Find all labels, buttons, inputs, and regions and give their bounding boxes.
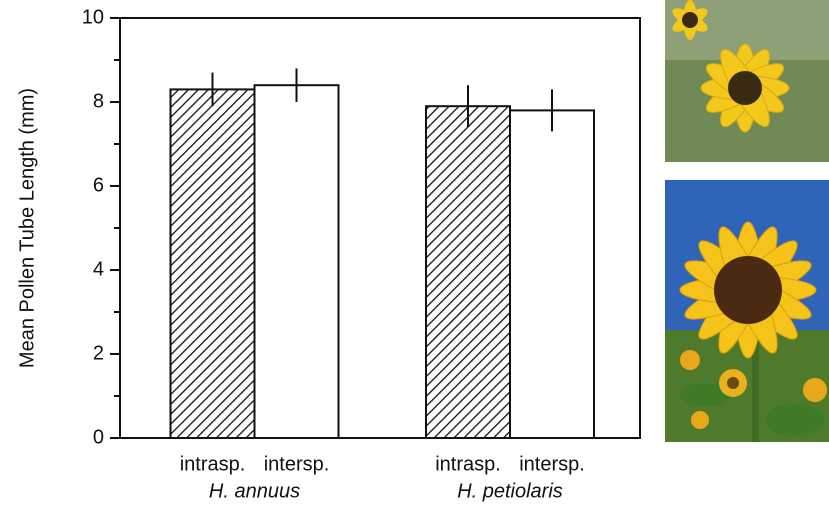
y-tick-label: 8 — [93, 90, 104, 112]
series-label: intersp. — [519, 453, 585, 475]
series-label: intersp. — [264, 453, 330, 475]
photo-top — [665, 0, 829, 162]
bar — [425, 105, 511, 439]
photo-bottom — [665, 180, 829, 442]
y-tick-label: 4 — [93, 258, 104, 280]
group-label: H. annuus — [209, 480, 300, 502]
y-axis-label: Mean Pollen Tube Length (mm) — [16, 88, 38, 368]
bar — [509, 109, 595, 440]
bar — [169, 88, 256, 440]
series-label: intrasp. — [435, 453, 501, 475]
y-tick-label: 0 — [93, 426, 104, 448]
bar — [253, 84, 340, 439]
y-tick-label: 2 — [93, 342, 104, 364]
y-tick-label: 6 — [93, 174, 104, 196]
series-label: intrasp. — [180, 453, 246, 475]
y-tick-label: 10 — [82, 6, 104, 28]
group-label: H. petiolaris — [457, 480, 563, 502]
